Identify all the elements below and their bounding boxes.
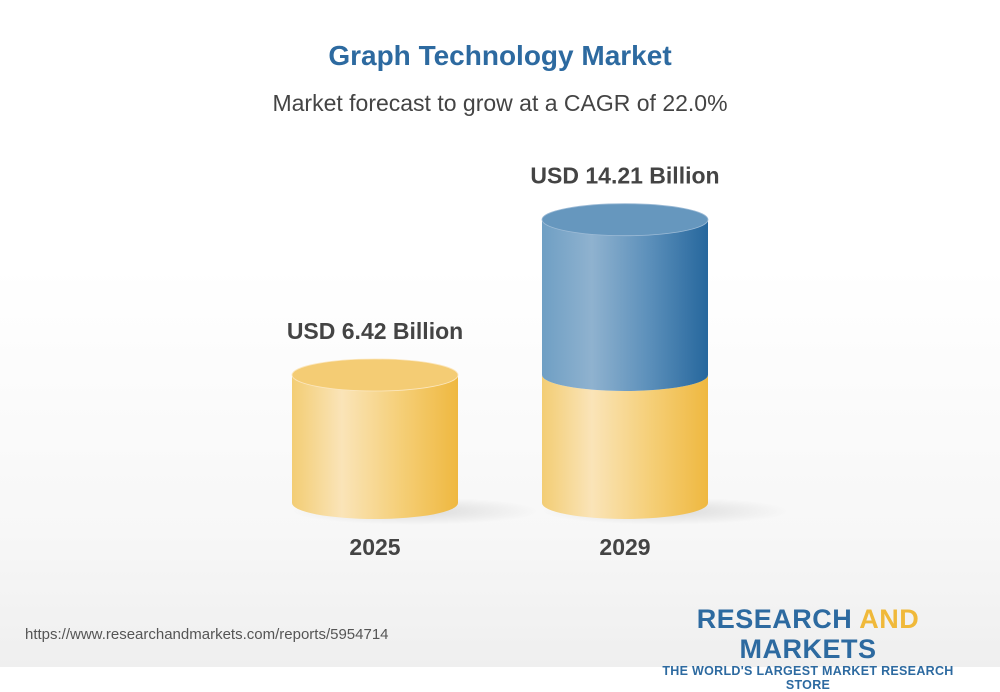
cylinder-base-segment-2029: [542, 375, 708, 519]
research-and-markets-logo: RESEARCH AND MARKETS THE WORLD'S LARGEST…: [640, 604, 976, 692]
logo-text-research: RESEARCH: [696, 604, 860, 634]
chart-title: Graph Technology Market: [328, 40, 672, 71]
cylinder-top-2029: [541, 203, 709, 237]
chart-subtitle: Market forecast to grow at a CAGR of 22.…: [272, 90, 728, 116]
category-label-2029: 2029: [599, 534, 650, 560]
value-label-2029: USD 14.21 Billion: [530, 163, 719, 189]
cylinder-body-2025: [292, 375, 458, 519]
category-label-2025: 2025: [349, 534, 400, 560]
logo-tagline: THE WORLD'S LARGEST MARKET RESEARCH STOR…: [662, 664, 954, 692]
cylinder-chart: 2025 2029 USD 6.42 Billion USD 14.21 Bil…: [287, 163, 788, 560]
source-url[interactable]: https://www.researchandmarkets.com/repor…: [25, 626, 389, 643]
cylinder-top-2025: [291, 358, 459, 392]
value-label-2025: USD 6.42 Billion: [287, 318, 463, 344]
logo-text-markets: MARKETS: [739, 634, 877, 664]
cylinder-growth-segment-2029: [542, 219, 708, 391]
logo-text-and: AND: [859, 604, 920, 634]
